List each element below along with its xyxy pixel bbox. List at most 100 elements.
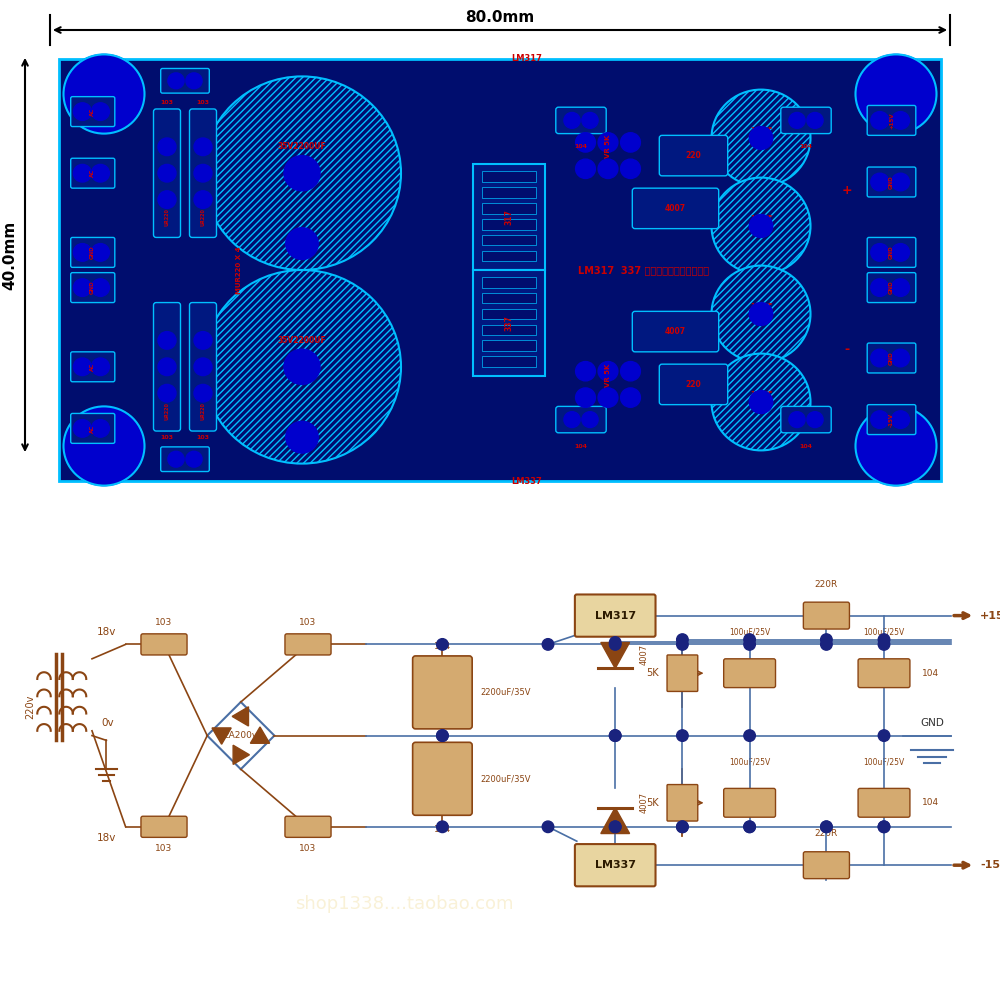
Circle shape xyxy=(878,821,890,833)
Text: 103: 103 xyxy=(161,100,174,105)
Text: +15V: +15V xyxy=(889,112,894,129)
Text: shop1338....taobao.com: shop1338....taobao.com xyxy=(295,895,513,913)
Circle shape xyxy=(821,639,832,650)
Text: LM317  337 正负可调直流稳压电源板: LM317 337 正负可调直流稳压电源板 xyxy=(578,265,710,275)
FancyBboxPatch shape xyxy=(867,167,916,197)
FancyBboxPatch shape xyxy=(867,273,916,303)
Circle shape xyxy=(609,821,621,833)
Text: 104: 104 xyxy=(800,444,813,448)
FancyBboxPatch shape xyxy=(867,237,916,267)
Text: -: - xyxy=(844,343,849,356)
Text: 100UF: 100UF xyxy=(750,215,772,220)
Text: UR220: UR220 xyxy=(201,402,206,420)
Text: 220v: 220v xyxy=(25,695,35,719)
Circle shape xyxy=(73,420,91,437)
Text: VR 5K: VR 5K xyxy=(605,135,611,158)
Circle shape xyxy=(609,637,621,648)
FancyBboxPatch shape xyxy=(413,742,472,815)
FancyBboxPatch shape xyxy=(141,816,187,837)
Circle shape xyxy=(582,412,598,428)
Circle shape xyxy=(821,821,832,833)
FancyBboxPatch shape xyxy=(867,105,916,135)
Text: GND: GND xyxy=(889,281,894,294)
Circle shape xyxy=(677,821,688,833)
Circle shape xyxy=(186,73,202,89)
Bar xyxy=(482,293,536,303)
Text: UR220: UR220 xyxy=(165,208,170,226)
Circle shape xyxy=(744,634,755,645)
Text: 337: 337 xyxy=(505,315,514,331)
Text: AC: AC xyxy=(90,169,95,177)
Text: 4007: 4007 xyxy=(639,792,648,813)
Circle shape xyxy=(744,639,755,650)
Text: 220: 220 xyxy=(686,380,701,389)
Circle shape xyxy=(892,112,910,129)
Text: 103: 103 xyxy=(155,844,173,853)
Text: 5K: 5K xyxy=(646,668,658,678)
Text: GND: GND xyxy=(90,281,95,294)
Bar xyxy=(482,251,536,261)
Text: 103: 103 xyxy=(161,435,174,440)
Text: GND: GND xyxy=(889,246,894,259)
Circle shape xyxy=(168,73,184,89)
Circle shape xyxy=(892,411,910,428)
Circle shape xyxy=(284,156,320,191)
Circle shape xyxy=(712,354,811,450)
Text: 220R: 220R xyxy=(815,580,838,589)
Circle shape xyxy=(871,349,889,367)
FancyBboxPatch shape xyxy=(667,785,698,821)
Circle shape xyxy=(91,244,109,261)
Text: 18v: 18v xyxy=(97,833,116,843)
FancyBboxPatch shape xyxy=(659,364,728,405)
Circle shape xyxy=(609,821,621,833)
Circle shape xyxy=(542,821,554,833)
Circle shape xyxy=(91,420,109,437)
Text: -15V: -15V xyxy=(889,413,894,427)
Text: 5K: 5K xyxy=(646,798,658,808)
Text: 2A200v: 2A200v xyxy=(224,731,258,740)
Circle shape xyxy=(871,244,889,261)
Circle shape xyxy=(564,412,580,428)
Circle shape xyxy=(892,279,910,296)
Text: LM317: LM317 xyxy=(512,54,542,63)
FancyBboxPatch shape xyxy=(190,303,217,431)
Text: 4007: 4007 xyxy=(639,643,648,665)
Circle shape xyxy=(598,133,618,152)
Circle shape xyxy=(712,178,811,274)
Circle shape xyxy=(158,332,176,349)
FancyBboxPatch shape xyxy=(71,352,115,382)
Text: AC: AC xyxy=(90,107,95,116)
Polygon shape xyxy=(250,727,270,743)
Text: GND: GND xyxy=(90,246,95,259)
Text: VR 5K: VR 5K xyxy=(605,364,611,387)
FancyBboxPatch shape xyxy=(803,852,849,879)
Circle shape xyxy=(158,358,176,376)
Bar xyxy=(482,171,536,182)
Bar xyxy=(473,164,545,270)
Circle shape xyxy=(871,279,889,296)
FancyBboxPatch shape xyxy=(71,413,115,443)
Text: 103: 103 xyxy=(197,435,210,440)
Text: -15V: -15V xyxy=(980,860,1000,870)
Text: 4007: 4007 xyxy=(665,204,686,213)
Circle shape xyxy=(91,279,109,296)
Text: 4007: 4007 xyxy=(665,327,686,336)
FancyBboxPatch shape xyxy=(867,405,916,435)
FancyBboxPatch shape xyxy=(285,816,331,837)
Circle shape xyxy=(91,164,109,182)
Text: 35V2200UF: 35V2200UF xyxy=(278,142,326,151)
FancyBboxPatch shape xyxy=(803,602,849,629)
FancyBboxPatch shape xyxy=(71,97,115,127)
Circle shape xyxy=(437,730,448,741)
Circle shape xyxy=(73,164,91,182)
Circle shape xyxy=(194,191,212,208)
Circle shape xyxy=(749,303,773,325)
Circle shape xyxy=(892,244,910,261)
Text: GND: GND xyxy=(889,175,894,189)
Text: 80.0mm: 80.0mm xyxy=(465,10,535,25)
Circle shape xyxy=(878,821,890,833)
Text: 2200uF/35V: 2200uF/35V xyxy=(481,688,531,697)
Text: AC: AC xyxy=(90,363,95,371)
Circle shape xyxy=(286,421,318,453)
FancyBboxPatch shape xyxy=(161,447,209,472)
